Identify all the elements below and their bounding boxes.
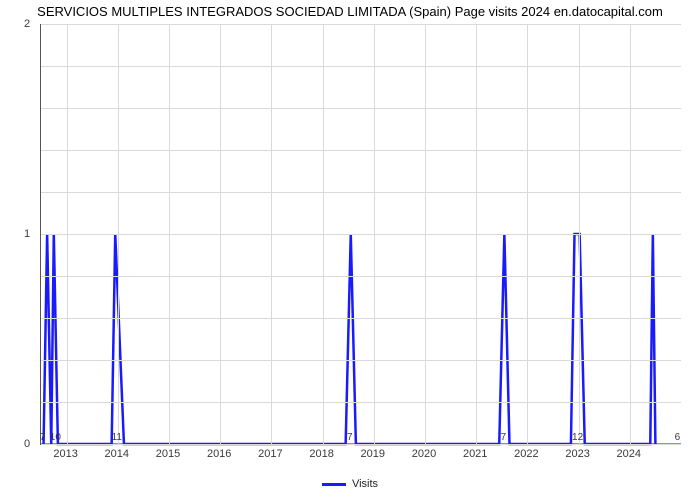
x-upper-tick: 10 — [50, 432, 61, 443]
legend-label: Visits — [352, 478, 378, 490]
x-upper-tick: 7 — [501, 432, 507, 443]
y-tick-label: 2 — [24, 18, 30, 30]
x-upper-tick: 7 — [347, 432, 353, 443]
x-tick-label: 2021 — [463, 448, 487, 460]
gridline-h — [41, 402, 681, 403]
gridline-h — [41, 360, 681, 361]
gridline-h — [41, 108, 681, 109]
legend-swatch — [322, 483, 346, 486]
x-tick-label: 2015 — [156, 448, 180, 460]
x-upper-tick: 12 — [572, 432, 583, 443]
x-tick-label: 2016 — [207, 448, 231, 460]
legend: Visits — [0, 478, 700, 490]
x-tick-label: 2024 — [617, 448, 641, 460]
x-tick-label: 2017 — [258, 448, 282, 460]
x-tick-label: 2019 — [361, 448, 385, 460]
y-tick-label: 1 — [24, 228, 30, 240]
gridline-h — [41, 24, 681, 25]
x-tick-label: 2020 — [412, 448, 436, 460]
x-upper-tick: 11 — [112, 432, 122, 443]
gridline-h — [41, 234, 681, 235]
x-tick-label: 2013 — [53, 448, 77, 460]
chart-title: SERVICIOS MULTIPLES INTEGRADOS SOCIEDAD … — [0, 4, 700, 19]
y-tick-label: 0 — [24, 438, 30, 450]
gridline-h — [41, 276, 681, 277]
gridline-h — [41, 192, 681, 193]
gridline-h — [41, 318, 681, 319]
plot-area — [40, 24, 681, 445]
x-tick-label: 2014 — [105, 448, 129, 460]
gridline-h — [41, 66, 681, 67]
x-upper-tick: 6 — [675, 432, 681, 443]
gridline-h — [41, 150, 681, 151]
x-tick-label: 2023 — [565, 448, 589, 460]
x-tick-label: 2022 — [514, 448, 538, 460]
x-tick-label: 2018 — [309, 448, 333, 460]
x-upper-tick: 7 — [40, 432, 46, 443]
gridline-h — [41, 444, 681, 445]
